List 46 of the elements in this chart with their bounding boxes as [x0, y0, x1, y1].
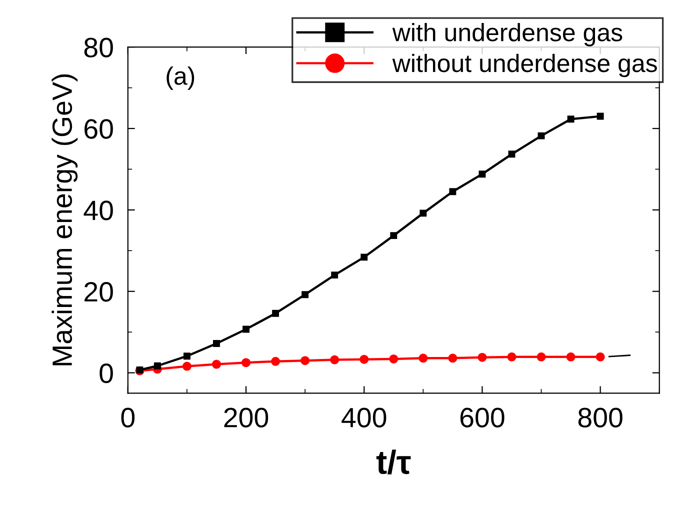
x-tick-label: 200	[224, 408, 268, 428]
legend-label: without underdense gas	[392, 54, 657, 78]
y-tick-label: 20	[84, 282, 113, 302]
point	[536, 352, 546, 362]
point	[330, 355, 340, 364]
y-tick-label: 40	[84, 200, 113, 220]
point	[418, 354, 428, 363]
y-tick-label: 60	[84, 119, 113, 139]
x-tick-label: 400	[342, 408, 386, 428]
point	[182, 362, 192, 371]
point	[507, 352, 516, 362]
y-tick-label: 0	[100, 363, 113, 384]
point	[538, 132, 545, 140]
point	[331, 272, 338, 279]
point	[154, 362, 161, 370]
point	[596, 352, 605, 362]
point	[390, 232, 398, 240]
point	[242, 358, 251, 368]
point	[566, 352, 576, 362]
point	[360, 354, 369, 364]
point	[448, 354, 458, 363]
x-axis-title: t/τ	[376, 450, 411, 474]
point	[478, 170, 486, 178]
point	[183, 352, 190, 360]
point	[242, 326, 250, 333]
y-tick-label: 80	[84, 38, 113, 58]
point	[212, 360, 221, 369]
point	[271, 356, 280, 366]
point	[213, 340, 220, 347]
point	[567, 116, 574, 123]
x-tick-label: 600	[460, 408, 504, 428]
point	[389, 354, 398, 364]
point	[420, 210, 427, 217]
point	[478, 352, 487, 362]
point	[508, 150, 516, 158]
point	[449, 188, 456, 196]
x-tick-label: 0	[121, 408, 135, 428]
x-tick-label: 800	[578, 408, 622, 428]
point	[360, 254, 368, 261]
point	[596, 112, 604, 120]
point	[272, 310, 280, 317]
y-axis-title: Maximum energy (GeV)	[52, 74, 78, 366]
legend-label: with underdense gas	[392, 23, 622, 46]
point	[302, 291, 309, 298]
point	[300, 356, 310, 366]
annotation: (a)	[166, 66, 194, 90]
